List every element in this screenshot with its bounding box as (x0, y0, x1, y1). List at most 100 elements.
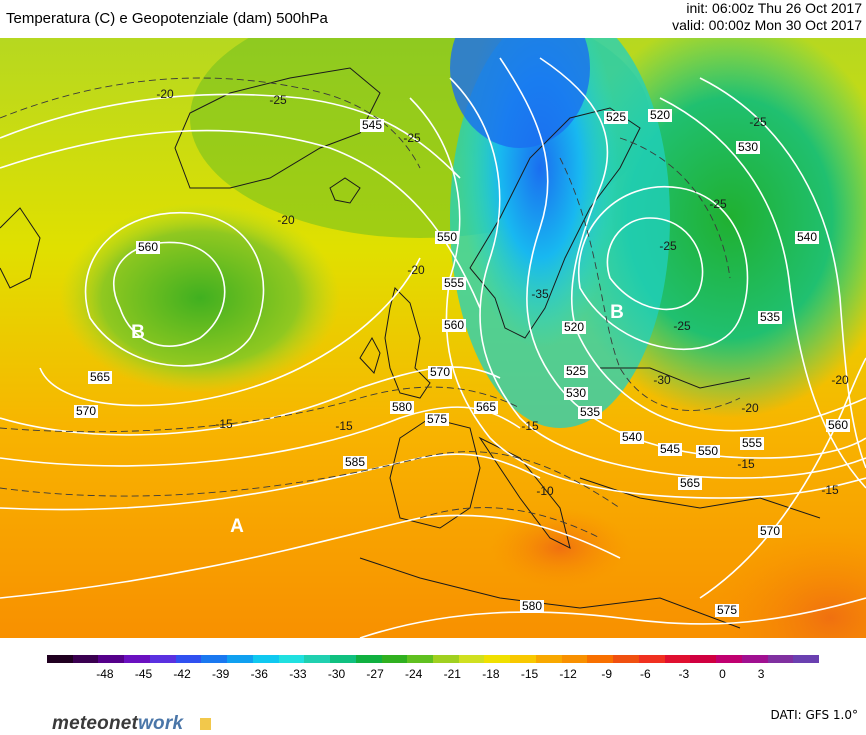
temperature-label: -15 (335, 419, 353, 433)
color-scale-swatch (535, 655, 562, 663)
geopotential-label: 575 (425, 412, 449, 426)
geopotential-label: 560 (136, 240, 160, 254)
geopotential-label: 580 (390, 400, 414, 414)
geopotential-label: 585 (343, 455, 367, 469)
temperature-label: -20 (831, 373, 849, 387)
color-scale-swatch (433, 655, 459, 663)
color-scale-swatch (561, 655, 588, 663)
svg-text:525: 525 (606, 110, 626, 124)
svg-text:545: 545 (362, 118, 382, 132)
svg-text:550: 550 (698, 444, 718, 458)
geopotential-label: 525 (604, 110, 628, 124)
geopotential-label: 550 (435, 230, 459, 244)
svg-text:560: 560 (828, 418, 848, 432)
geopotential-label: 565 (474, 400, 498, 414)
temperature-label: -20 (277, 213, 295, 227)
color-scale-tick: -3 (678, 667, 690, 681)
svg-text:570: 570 (760, 524, 780, 538)
color-scale-tick: -18 (482, 667, 500, 681)
geopotential-label: 550 (696, 444, 720, 458)
color-scale (47, 655, 820, 663)
brand-logo: meteonetwork (52, 713, 183, 735)
temperature-label: -30 (653, 373, 671, 387)
color-scale-swatch (278, 655, 305, 663)
map-title: Temperatura (C) e Geopotenziale (dam) 50… (6, 10, 328, 27)
geopotential-label: 580 (520, 599, 544, 613)
svg-text:585: 585 (345, 455, 365, 469)
geopotential-label: 570 (758, 524, 782, 538)
color-scale-tick: -36 (250, 667, 268, 681)
temperature-label: -20 (407, 263, 425, 277)
color-scale-swatch (47, 655, 73, 663)
color-scale-tick: 0 (719, 667, 726, 681)
color-scale-swatch (510, 655, 536, 663)
color-scale-swatch (638, 655, 665, 663)
color-scale-tick: -33 (289, 667, 307, 681)
geopotential-label: 565 (88, 370, 112, 384)
color-scale-tick: -24 (405, 667, 423, 681)
svg-text:535: 535 (760, 310, 780, 324)
geopotential-label: 520 (648, 108, 672, 122)
svg-text:565: 565 (476, 400, 496, 414)
color-scale-swatch (458, 655, 485, 663)
svg-text:530: 530 (738, 140, 758, 154)
color-scale-swatch (72, 655, 99, 663)
color-scale-tick: -48 (96, 667, 114, 681)
temperature-label: -20 (741, 401, 759, 415)
color-scale-tick: -9 (601, 667, 613, 681)
pressure-center-labels: B B A (131, 302, 624, 537)
temperature-field (450, 38, 590, 148)
color-scale-swatch (201, 655, 228, 663)
brand-logo-square (200, 718, 211, 730)
geopotential-label: 540 (620, 430, 644, 444)
svg-text:555: 555 (444, 276, 464, 290)
color-scale-swatch (227, 655, 253, 663)
geopotential-label: 565 (678, 476, 702, 490)
temperature-label: -25 (269, 93, 287, 107)
color-scale-tick: -6 (639, 667, 651, 681)
color-scale-swatch (613, 655, 639, 663)
color-scale-tick: -21 (443, 667, 461, 681)
svg-text:580: 580 (392, 400, 412, 414)
color-scale-tick: -15 (520, 667, 539, 681)
color-scale-tick: -39 (212, 667, 230, 681)
color-scale-swatch (767, 655, 794, 663)
svg-text:560: 560 (138, 240, 158, 254)
svg-text:575: 575 (717, 603, 737, 617)
temperature-labels: -20 -25 -20 -25 -20 -15 -15 -15 -10 -25 -35 -30 -25 -… (156, 87, 849, 498)
color-scale-tick: -12 (559, 667, 577, 681)
svg-text:570: 570 (430, 365, 450, 379)
temperature-label: -25 (659, 239, 677, 253)
temperature-label: -15 (821, 483, 839, 497)
temperature-label: -25 (709, 197, 727, 211)
temperature-field (60, 203, 340, 393)
svg-text:550: 550 (437, 230, 457, 244)
geopotential-label: 575 (715, 603, 739, 617)
geopotential-label: 570 (428, 365, 452, 379)
temperature-label: -20 (156, 87, 174, 101)
geopotential-label: 540 (795, 230, 819, 244)
geopotential-label: 560 (826, 418, 850, 432)
color-scale-tick: 3 (757, 667, 765, 681)
temperature-label: -10 (536, 484, 554, 498)
temperature-isolines (0, 77, 741, 539)
svg-text:555: 555 (742, 436, 762, 450)
svg-text:560: 560 (444, 318, 464, 332)
color-scale-labels: -48 -45 -42 -39 -36 -33 -30 -27 -24 -21 -18 -15 -12-… (47, 667, 819, 683)
color-scale-swatch (304, 655, 331, 663)
geopotential-label: 570 (74, 404, 98, 418)
color-scale-swatch (149, 655, 176, 663)
temperature-label: -25 (673, 319, 691, 333)
svg-text:540: 540 (797, 230, 817, 244)
geopotential-labels: 560 565 570 585 545 550 555 560 570 580 575 565 520 5… (74, 108, 850, 617)
geopotential-label: 530 (736, 140, 760, 154)
color-scale-swatch (175, 655, 202, 663)
geopotential-label: 525 (564, 364, 588, 378)
geopotential-label: 560 (442, 318, 466, 332)
brand-main: meteonet (52, 713, 139, 734)
svg-text:580: 580 (522, 599, 542, 613)
temperature-label: -15 (737, 457, 755, 471)
svg-text:570: 570 (76, 404, 96, 418)
svg-text:535: 535 (580, 405, 600, 419)
temperature-field (710, 528, 866, 638)
